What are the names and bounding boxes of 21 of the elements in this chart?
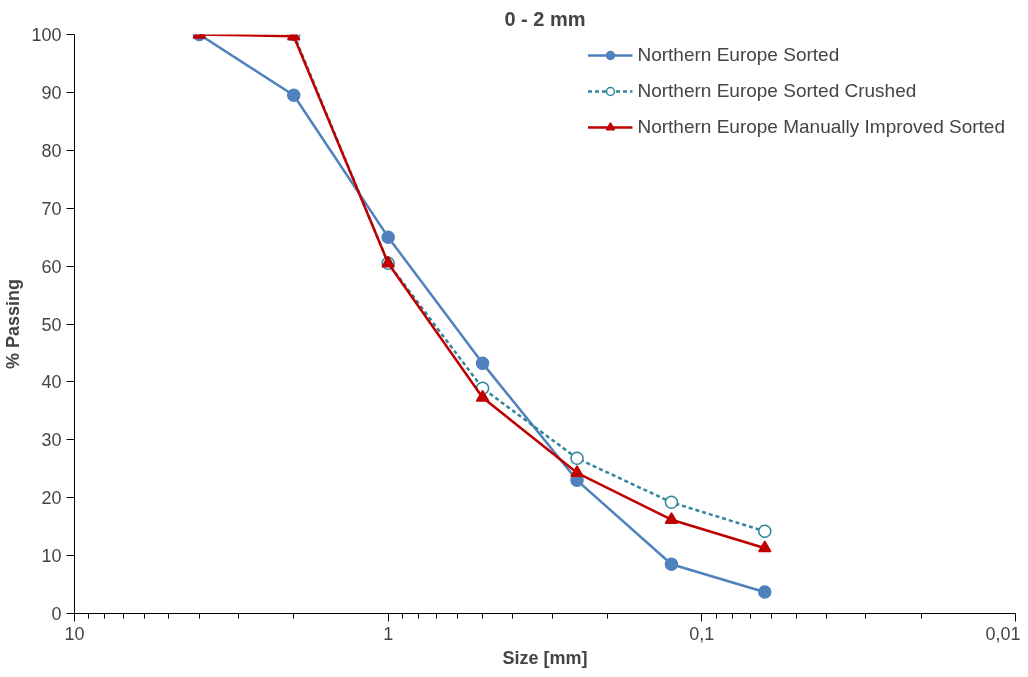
y-tick-label: 60 bbox=[41, 256, 62, 277]
x-tick-label: 0,01 bbox=[985, 623, 1021, 644]
chart-title: 0 - 2 mm bbox=[504, 7, 586, 30]
y-tick-label: 10 bbox=[41, 546, 62, 567]
legend-label: Northern Europe Manually Improved Sorted bbox=[637, 116, 1005, 138]
y-tick-label: 90 bbox=[41, 82, 62, 103]
x-tick-label: 10 bbox=[64, 623, 85, 644]
y-tick-label: 30 bbox=[41, 430, 62, 451]
legend-label: Northern Europe Sorted Crushed bbox=[637, 80, 917, 102]
y-axis-title: % Passing bbox=[3, 278, 24, 370]
y-tick-label: 80 bbox=[41, 140, 62, 161]
y-tick-label: 50 bbox=[41, 314, 62, 335]
x-tick-label: 0,1 bbox=[689, 623, 715, 644]
y-tick-label: 20 bbox=[41, 488, 62, 509]
x-tick-label: 1 bbox=[383, 623, 394, 644]
y-tick-label: 40 bbox=[41, 372, 62, 393]
y-tick-label: 70 bbox=[41, 198, 62, 219]
x-axis-title: Size [mm] bbox=[502, 647, 588, 668]
y-tick-label: 100 bbox=[31, 25, 62, 45]
legend-label: Northern Europe Sorted bbox=[637, 44, 840, 66]
y-tick-label: 0 bbox=[51, 604, 62, 624]
